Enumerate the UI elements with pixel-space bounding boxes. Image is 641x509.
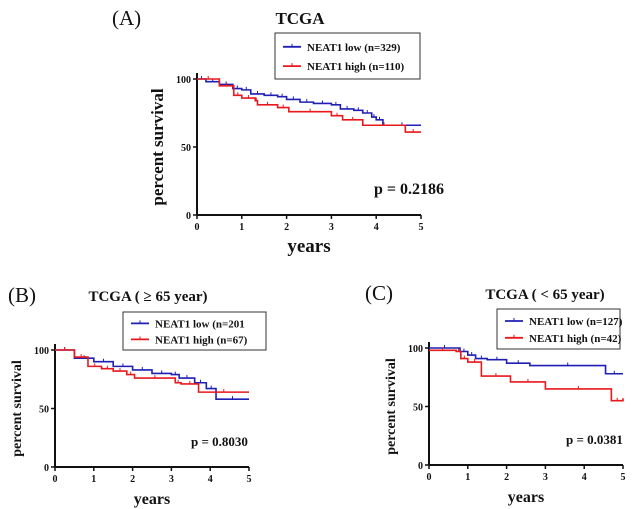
p-value-annotation: p = 0.8030 [191,434,248,449]
y-tick-label: 0 [44,463,49,474]
p-value-annotation: p = 0.2186 [374,181,444,198]
y-tick-label: 50 [413,403,423,414]
panel-label: (C) [365,281,393,305]
legend: NEAT1 low (n=127) NEAT1 high (n=42) [496,308,623,350]
x-tick-label: 0 [427,472,432,483]
x-tick-label: 1 [239,222,244,233]
legend-box [274,32,421,80]
survival-curve-low [197,78,421,127]
legend-label: NEAT1 high (n=42) [529,333,622,345]
y-tick-label: 50 [181,143,191,154]
legend-label: NEAT1 low (n=127) [529,316,623,328]
p-value-annotation: p = 0.0381 [566,432,623,447]
chart-title: TCGA ( < 65 year) [485,287,604,303]
legend-label: NEAT1 high (n=110) [307,61,404,73]
x-tick-label: 1 [91,474,96,485]
panel-label: (A) [112,6,141,30]
x-axis-label: years [287,236,330,257]
legend: NEAT1 low (n=329) NEAT1 high (n=110) [274,32,421,80]
y-tick-label: 0 [186,211,191,222]
x-tick-label: 5 [247,474,252,485]
x-axis-label: years [134,491,170,508]
km-panel-2: (C) TCGA ( < 65 year)0 1 2 3 4 5050100yearsper… [365,281,626,506]
x-tick-label: 0 [53,474,58,485]
y-tick-label: 100 [408,344,423,355]
survival-curve-high [55,349,249,393]
y-tick-label: 0 [418,461,423,472]
x-tick-label: 2 [130,474,135,485]
legend-box [122,311,267,351]
legend-box [496,308,621,350]
chart-title: TCGA ( ≥ 65 year) [88,289,207,305]
x-tick-label: 3 [543,472,548,483]
x-tick-label: 4 [582,472,587,483]
x-tick-label: 4 [374,222,379,233]
legend-label: NEAT1 low (n=329) [307,42,401,54]
legend: NEAT1 low (n=201 NEAT1 high (n=67) [122,311,267,351]
y-tick-label: 100 [176,75,191,86]
y-tick-label: 100 [34,346,49,357]
x-tick-label: 2 [284,222,289,233]
survival-curve-high [429,349,624,402]
y-axis-label: percent survival [384,358,399,455]
y-axis-label: percent survival [10,360,25,457]
km-panel-1: (B) TCGA ( ≥ 65 year)0 1 2 3 4 5050100yearsper… [8,283,267,508]
x-tick-label: 3 [329,222,334,233]
x-tick-label: 5 [419,222,424,233]
panel-label: (B) [8,283,36,307]
x-tick-label: 4 [208,474,213,485]
y-tick-label: 50 [39,405,49,416]
y-axis-label: percent survival [148,88,167,206]
x-tick-label: 3 [169,474,174,485]
x-tick-label: 0 [195,222,200,233]
x-tick-label: 2 [504,472,509,483]
legend-label: NEAT1 high (n=67) [155,334,248,346]
legend-label: NEAT1 low (n=201 [155,318,245,330]
survival-curve-high [197,78,421,133]
x-tick-label: 1 [465,472,470,483]
x-axis-label: years [508,489,544,506]
x-tick-label: 5 [621,472,626,483]
chart-title: TCGA [275,9,325,28]
